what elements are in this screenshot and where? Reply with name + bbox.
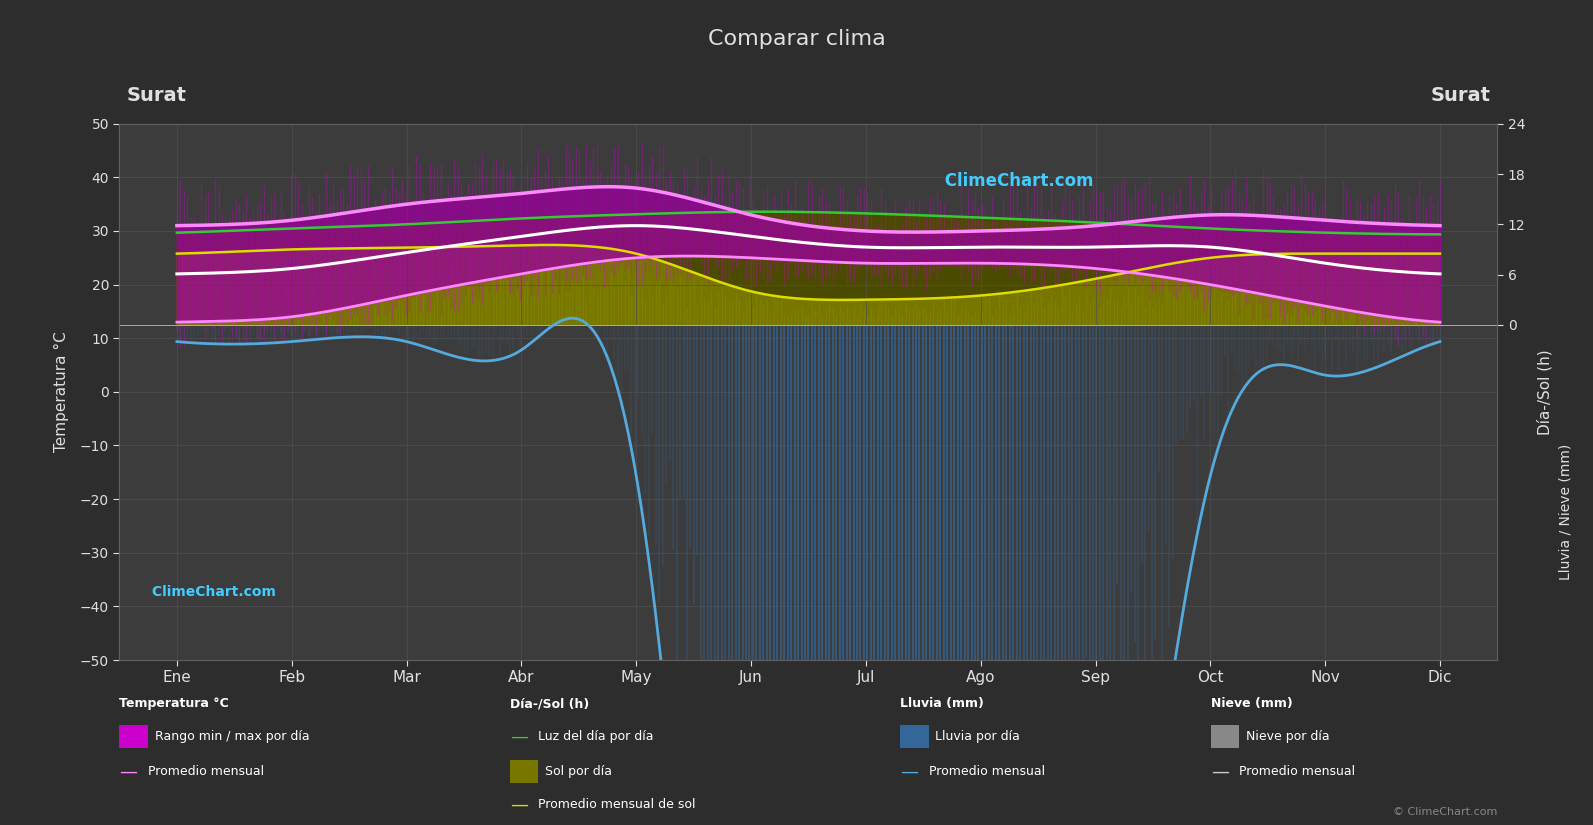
Text: © ClimeChart.com: © ClimeChart.com [1392,807,1497,817]
Text: Promedio mensual: Promedio mensual [148,765,264,778]
Text: Comparar clima: Comparar clima [707,29,886,49]
Text: Promedio mensual de sol: Promedio mensual de sol [538,798,696,811]
Text: —: — [510,728,527,746]
Text: Surat: Surat [126,86,186,105]
Text: —: — [510,795,527,813]
Text: Luz del día por día: Luz del día por día [538,730,655,743]
Text: Promedio mensual: Promedio mensual [929,765,1045,778]
Text: Lluvia / Nieve (mm): Lluvia / Nieve (mm) [1560,443,1572,580]
Text: Día-/Sol (h): Día-/Sol (h) [510,697,589,710]
Text: —: — [900,762,918,780]
Text: Nieve por día: Nieve por día [1246,730,1329,743]
Y-axis label: Temperatura °C: Temperatura °C [54,332,68,452]
Text: Rango min / max por día: Rango min / max por día [155,730,309,743]
Y-axis label: Día-/Sol (h): Día-/Sol (h) [1537,349,1552,435]
Text: Lluvia por día: Lluvia por día [935,730,1020,743]
Text: Temperatura °C: Temperatura °C [119,697,229,710]
Text: Surat: Surat [1431,86,1491,105]
Text: Lluvia (mm): Lluvia (mm) [900,697,984,710]
Text: Nieve (mm): Nieve (mm) [1211,697,1292,710]
Text: ClimeChart.com: ClimeChart.com [940,172,1094,190]
Text: —: — [119,762,137,780]
Text: Sol por día: Sol por día [545,765,612,778]
Text: Promedio mensual: Promedio mensual [1239,765,1356,778]
Text: —: — [1211,762,1228,780]
Text: ClimeChart.com: ClimeChart.com [147,585,276,599]
